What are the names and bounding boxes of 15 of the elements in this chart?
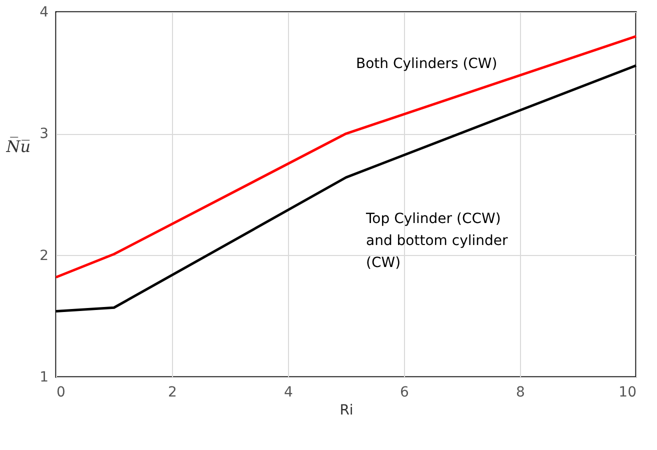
x-tick-label: 4 bbox=[284, 384, 294, 400]
y-tick-label: 2 bbox=[40, 248, 48, 264]
line-series bbox=[54, 35, 638, 278]
y-tick-label: 3 bbox=[40, 126, 48, 142]
text: Top Cylinder (CCW) and bottom cylinder (CW) bbox=[365, 211, 508, 271]
y-axis-title: N̅u̅ bbox=[5, 136, 30, 156]
series-label: Both Cylinders (CW) bbox=[356, 56, 498, 72]
x-tick-label: 8 bbox=[516, 384, 525, 400]
y-tick-label: 1 bbox=[40, 370, 48, 386]
x-axis-title: Ri bbox=[340, 402, 354, 418]
x-tick-label: 0 bbox=[56, 384, 66, 400]
x-tick-label: 10 bbox=[618, 384, 636, 400]
y-tick-label: 4 bbox=[40, 4, 49, 20]
x-tick-label: 2 bbox=[168, 384, 177, 400]
x-tick-label: 6 bbox=[400, 384, 410, 400]
